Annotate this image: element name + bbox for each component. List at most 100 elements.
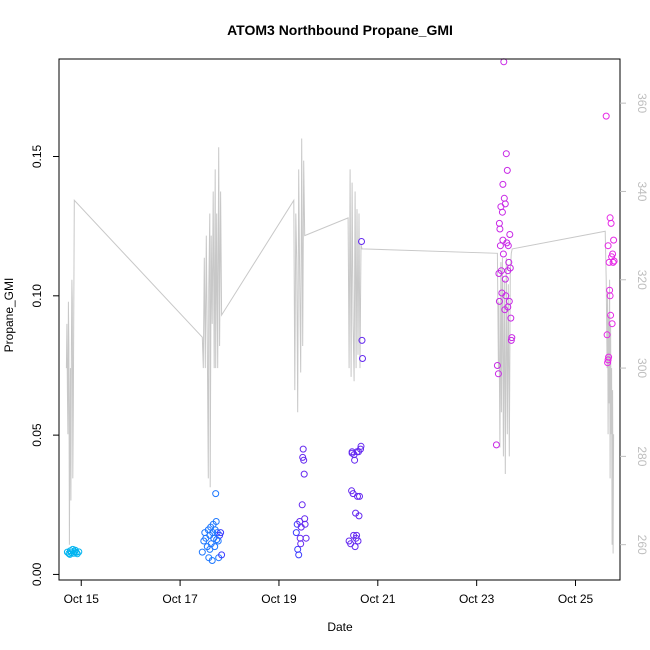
y2-axis: 260 280 300 320 340 360 <box>620 93 649 555</box>
y-tick-label: 0.15 <box>30 145 44 169</box>
plot-frame <box>58 58 621 581</box>
data-point <box>355 512 363 520</box>
data-point <box>496 225 504 233</box>
y2-tick-label: 320 <box>635 270 649 290</box>
data-point <box>495 219 503 227</box>
x-tick-label: Oct 19 <box>261 592 297 606</box>
data-point <box>73 550 81 558</box>
data-point <box>507 314 515 322</box>
data-point <box>212 490 220 498</box>
data-point <box>351 543 359 551</box>
data-point <box>609 258 617 266</box>
data-point <box>495 297 503 305</box>
data-point <box>213 536 221 544</box>
data-point <box>218 551 226 559</box>
y2-tick-label: 300 <box>635 358 649 378</box>
data-point <box>351 456 359 464</box>
data-point <box>217 529 225 537</box>
data-point <box>499 236 507 244</box>
data-point <box>494 370 502 378</box>
y2-tick-label: 280 <box>635 446 649 466</box>
data-point <box>358 238 365 245</box>
data-point <box>502 150 510 158</box>
data-point <box>357 442 365 450</box>
y2-tick-label: 360 <box>635 93 649 113</box>
data-point <box>295 551 303 559</box>
data-point <box>301 515 309 523</box>
data-point <box>356 492 363 500</box>
point-layer <box>63 58 618 564</box>
data-point <box>500 194 508 202</box>
data-point <box>302 534 310 542</box>
data-point <box>499 250 507 258</box>
data-point <box>506 231 514 238</box>
data-point <box>501 200 509 208</box>
y2-tick-label: 260 <box>635 535 649 555</box>
x-tick-label: Oct 23 <box>459 592 495 606</box>
x-tick-label: Oct 25 <box>558 592 594 606</box>
data-point <box>606 214 614 222</box>
data-point <box>505 297 513 305</box>
data-point <box>348 449 356 457</box>
data-point <box>507 336 515 344</box>
data-point <box>503 166 511 174</box>
x-tick-label: Oct 15 <box>64 592 100 606</box>
data-point <box>609 250 617 258</box>
data-point <box>301 520 309 528</box>
data-point <box>75 548 83 556</box>
data-point <box>605 258 613 266</box>
data-point <box>604 356 612 364</box>
y-tick-label: 0.05 <box>30 423 44 447</box>
data-point <box>500 58 508 66</box>
y2-tick-label: 340 <box>635 181 649 201</box>
data-point <box>502 292 510 300</box>
data-point <box>298 501 306 509</box>
data-point <box>604 242 612 250</box>
data-point <box>610 236 618 244</box>
data-point <box>294 545 302 553</box>
data-point <box>605 353 613 361</box>
data-point <box>603 331 611 339</box>
data-point <box>607 311 615 319</box>
data-point <box>206 545 214 553</box>
data-point <box>504 303 512 311</box>
x-axis-label: Date <box>327 620 353 634</box>
data-point <box>501 275 509 283</box>
data-point <box>498 208 506 216</box>
x-tick-label: Oct 17 <box>162 592 198 606</box>
data-point <box>353 531 361 539</box>
data-point <box>209 520 217 528</box>
data-point <box>198 548 206 556</box>
data-point <box>300 470 308 478</box>
data-point <box>504 242 512 250</box>
series-line <box>65 138 615 554</box>
data-point <box>493 362 501 369</box>
data-point <box>496 242 504 250</box>
data-point <box>506 264 514 272</box>
data-point <box>208 557 216 564</box>
y-axis-label: Propane_GMI <box>2 278 16 353</box>
data-point <box>508 334 516 342</box>
chart-title: ATOM3 Northbound Propane_GMI <box>227 22 453 38</box>
data-point <box>610 257 618 265</box>
data-point <box>602 112 610 120</box>
data-point <box>499 180 507 188</box>
data-point <box>299 445 307 453</box>
data-point <box>608 320 616 328</box>
y-axis: 0.00 0.05 0.10 0.15 <box>30 145 59 586</box>
data-point <box>492 441 500 449</box>
data-point <box>359 355 366 362</box>
data-point <box>607 219 615 227</box>
data-point <box>300 456 308 464</box>
data-point <box>297 540 305 548</box>
data-point <box>214 537 222 545</box>
data-point <box>358 336 366 344</box>
y-tick-label: 0.00 <box>30 562 44 586</box>
data-point <box>66 550 74 558</box>
x-tick-label: Oct 21 <box>360 592 396 606</box>
data-point <box>71 546 79 554</box>
x-axis: Oct 15 Oct 17 Oct 19 Oct 21 Oct 23 Oct 25 <box>64 580 594 606</box>
data-point <box>606 292 614 300</box>
data-point <box>354 492 361 500</box>
